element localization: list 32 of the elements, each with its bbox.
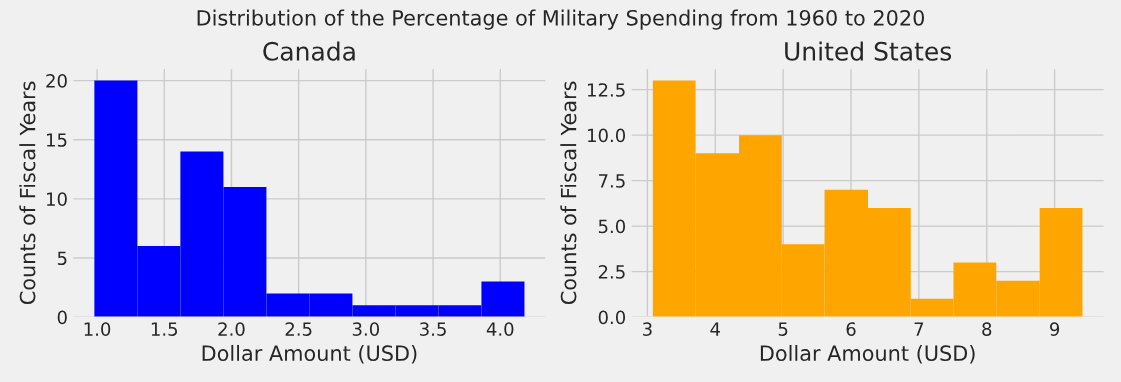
x-tick-label: 2.0 bbox=[218, 322, 245, 336]
chart-title: United States bbox=[785, 41, 952, 61]
y-tick-label: 5 bbox=[57, 251, 67, 266]
x-axis-title: Dollar Amount (USD) bbox=[202, 344, 417, 364]
y-tick-label: 15 bbox=[47, 133, 67, 147]
y-tick-label: 5.0 bbox=[598, 219, 626, 234]
y-tick-label: 0 bbox=[57, 310, 67, 325]
chart-title: Canada bbox=[263, 41, 355, 61]
x-tick-label: 6 bbox=[846, 322, 856, 336]
text: Distribution of the Percentage of Military Spending from 1960 to 2020 bbox=[197, 9, 925, 30]
x-tick-label: 4.0 bbox=[486, 322, 514, 336]
x-tick-label: 9 bbox=[1050, 322, 1060, 336]
y-tick-label: 7.5 bbox=[599, 174, 625, 188]
x-tick-label: 3.0 bbox=[352, 322, 380, 336]
y-tick-label: 2.5 bbox=[598, 265, 625, 279]
x-tick-label: 2.5 bbox=[285, 322, 312, 336]
y-tick-label: 10 bbox=[47, 192, 67, 206]
x-tick-label: 3 bbox=[643, 322, 652, 336]
x-axis-title: Dollar Amount (USD) bbox=[760, 344, 975, 364]
x-tick-label: 4 bbox=[710, 322, 720, 336]
y-tick-label: 0.0 bbox=[598, 310, 626, 325]
x-tick-label: 3.5 bbox=[420, 322, 446, 336]
x-tick-label: 7 bbox=[914, 322, 924, 336]
x-tick-label: 1.5 bbox=[151, 322, 178, 336]
y-tick-label: 20 bbox=[46, 74, 67, 88]
x-tick-label: 5 bbox=[778, 322, 788, 336]
x-tick-label: 1.0 bbox=[84, 322, 111, 336]
y-axis-title: Counts of Fiscal Years bbox=[560, 81, 577, 305]
y-tick-label: 12.5 bbox=[588, 83, 625, 97]
y-tick-label: 10.0 bbox=[588, 128, 626, 143]
x-tick-label: 8 bbox=[982, 322, 992, 336]
y-axis-title: Counts of Fiscal Years bbox=[19, 81, 36, 305]
